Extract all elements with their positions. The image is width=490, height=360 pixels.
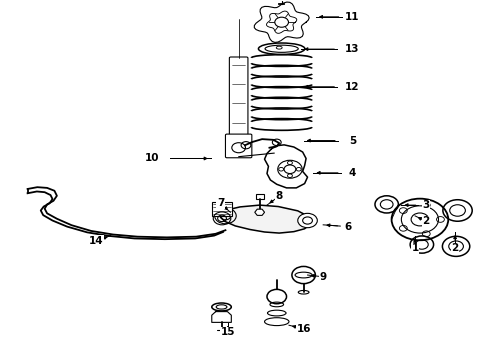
Polygon shape [220, 205, 311, 233]
Text: 14: 14 [89, 236, 103, 246]
Text: 10: 10 [145, 153, 159, 163]
Text: 8: 8 [275, 191, 283, 201]
Text: 6: 6 [344, 222, 351, 231]
FancyBboxPatch shape [229, 57, 248, 138]
Text: 4: 4 [349, 168, 356, 178]
Text: 1: 1 [412, 243, 418, 253]
Polygon shape [255, 209, 265, 215]
Bar [256, 194, 264, 199]
Text: 13: 13 [345, 44, 360, 54]
Text: 15: 15 [220, 327, 235, 337]
Polygon shape [254, 2, 309, 42]
FancyBboxPatch shape [225, 134, 252, 158]
Circle shape [292, 266, 316, 284]
Text: 9: 9 [319, 272, 327, 282]
Text: 2: 2 [451, 243, 459, 253]
Text: 2: 2 [422, 216, 429, 226]
Text: 7: 7 [217, 198, 224, 208]
Text: 16: 16 [296, 324, 311, 334]
Text: 3: 3 [422, 200, 429, 210]
Text: 12: 12 [345, 82, 360, 92]
Text: 11: 11 [345, 12, 360, 22]
Bar [212, 202, 232, 216]
Text: 5: 5 [349, 136, 356, 145]
Circle shape [298, 213, 318, 228]
